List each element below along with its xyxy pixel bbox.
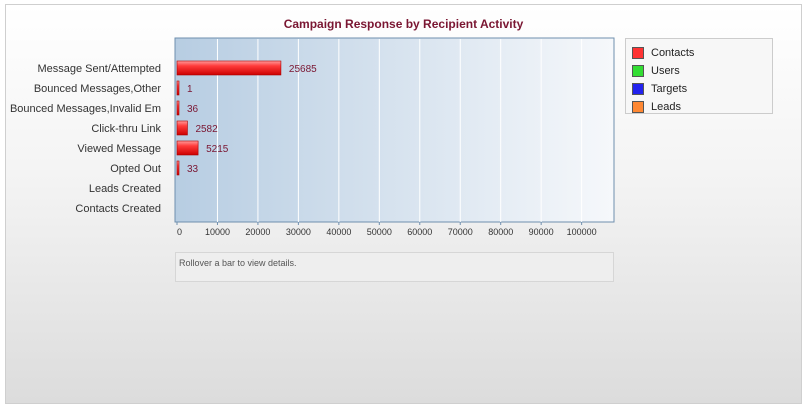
legend-item-users[interactable]: Users <box>632 62 772 80</box>
x-tick-label: 10000 <box>205 227 230 237</box>
data-label: 33 <box>187 164 199 175</box>
category-label: Opted Out <box>110 163 161 175</box>
category-label: Message Sent/Attempted <box>37 63 161 75</box>
x-tick-label: 50000 <box>367 227 392 237</box>
bar[interactable] <box>176 120 188 136</box>
legend-item-contacts[interactable]: Contacts <box>632 44 772 62</box>
x-tick-label: 70000 <box>448 227 473 237</box>
legend-item-targets[interactable]: Targets <box>632 80 772 98</box>
category-label: Viewed Message <box>77 143 161 155</box>
legend-label: Leads <box>651 101 681 113</box>
legend-swatch-targets <box>632 83 644 95</box>
category-label: Leads Created <box>89 183 161 195</box>
category-label: Click-thru Link <box>91 123 161 135</box>
category-label: Bounced Messages,Invalid Em <box>10 103 161 115</box>
data-label: 25685 <box>289 64 317 75</box>
bar[interactable] <box>176 160 180 176</box>
category-label: Contacts Created <box>75 203 161 215</box>
x-tick-label: 40000 <box>326 227 351 237</box>
legend-swatch-leads <box>632 101 644 113</box>
legend-label: Users <box>651 65 680 77</box>
legend-item-leads[interactable]: Leads <box>632 98 772 116</box>
legend-label: Targets <box>651 83 688 95</box>
data-label: 2582 <box>195 124 218 135</box>
x-tick-label: 0 <box>177 227 182 237</box>
data-label: 1 <box>187 84 193 95</box>
legend-swatch-contacts <box>632 47 644 59</box>
legend: Contacts Users Targets Leads <box>625 38 773 114</box>
data-label: 36 <box>187 104 199 115</box>
x-tick-label: 100000 <box>567 227 597 237</box>
x-tick-label: 60000 <box>407 227 432 237</box>
category-label: Bounced Messages,Other <box>34 83 162 95</box>
bar[interactable] <box>176 80 180 96</box>
chart-title: Campaign Response by Recipient Activity <box>283 17 524 31</box>
data-label: 5215 <box>206 144 229 155</box>
x-tick-label: 30000 <box>286 227 311 237</box>
bar[interactable] <box>176 100 180 116</box>
legend-swatch-users <box>632 65 644 77</box>
details-panel: Rollover a bar to view details. <box>175 252 614 282</box>
bar[interactable] <box>176 60 282 76</box>
x-tick-label: 80000 <box>488 227 513 237</box>
x-tick-label: 90000 <box>529 227 554 237</box>
bar[interactable] <box>176 140 199 156</box>
legend-label: Contacts <box>651 47 695 59</box>
x-tick-label: 20000 <box>245 227 270 237</box>
